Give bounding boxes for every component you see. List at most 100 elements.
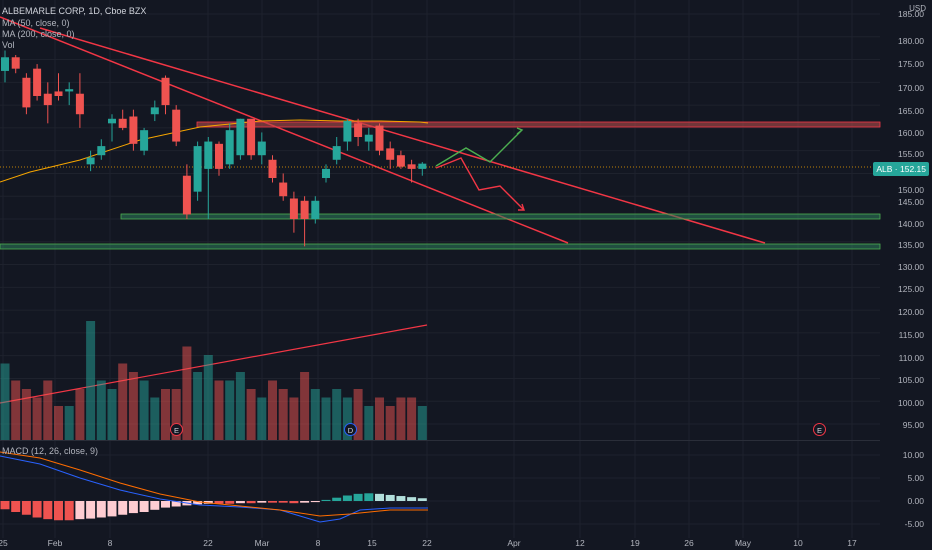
price-axis-label: 95.00 (902, 420, 924, 430)
volume-bar (0, 363, 10, 440)
volume-bar (75, 389, 85, 440)
macd-histogram-bar (310, 501, 320, 503)
price-axis-label: 160.00 (898, 128, 924, 138)
volume-bar (289, 397, 299, 440)
volume-bar (128, 372, 138, 440)
candle-body (108, 118, 116, 124)
macd-histogram-bar (300, 501, 310, 503)
candle-body (33, 68, 42, 96)
macd-histogram-bar (54, 501, 63, 521)
macd-histogram-bar (375, 493, 384, 501)
lower-wedge-trendline (0, 16, 569, 244)
chart-grid (0, 0, 880, 538)
price-axis-label: 170.00 (898, 83, 924, 93)
macd-legend[interactable]: MACD (12, 26, close, 9) (2, 446, 99, 456)
candle-body (354, 123, 363, 137)
macd-histogram-bar (64, 501, 74, 521)
volume-bar (407, 397, 417, 440)
macd-histogram-bar (86, 501, 96, 519)
macd-histogram-bar (171, 501, 181, 507)
macd-histogram-bar (385, 494, 395, 501)
support-zone-lower (0, 243, 881, 250)
volume-legend[interactable]: Vol (2, 40, 15, 50)
candle-body (247, 118, 256, 156)
time-axis-label: 26 (684, 538, 694, 548)
earnings-event-icon[interactable]: E (170, 423, 183, 436)
candle-body (225, 130, 234, 165)
macd-histogram-bar (417, 498, 427, 501)
currency-label[interactable]: USD (909, 4, 926, 13)
macd-axis-label: 0.00 (907, 496, 924, 506)
candle-body (129, 116, 138, 144)
horizontal-zones (0, 121, 881, 250)
macd-histogram-bar (257, 501, 267, 503)
candle-body (257, 141, 266, 156)
volume-bar (385, 406, 395, 440)
time-axis-label: Feb (47, 538, 63, 548)
time-axis-label: 25 (0, 538, 8, 548)
candle-body (300, 200, 309, 219)
volume-bar (32, 397, 42, 440)
macd-histogram-bar (353, 493, 363, 501)
price-axis-label: 180.00 (898, 36, 924, 46)
candle-body (236, 118, 245, 156)
time-axis-label: 19 (630, 538, 640, 548)
time-axis-label: 10 (793, 538, 803, 548)
macd-histogram-bar (321, 499, 331, 501)
macd-histogram-bar (225, 501, 235, 504)
time-axis-label: 15 (367, 538, 377, 548)
volume-bar (225, 380, 235, 440)
pane-separator (0, 440, 880, 441)
candle-body (54, 91, 63, 96)
time-axis-label: 17 (847, 538, 857, 548)
volume-bar (268, 380, 277, 440)
price-axis-label: 155.00 (898, 149, 924, 159)
price-axis-label: 135.00 (898, 240, 924, 250)
volume-bar (64, 406, 74, 440)
price-axis-label: 140.00 (898, 219, 924, 229)
macd-histogram-bar (268, 501, 277, 503)
projection-bearish-path (435, 157, 525, 211)
volume-bars (0, 321, 427, 440)
volume-bar (107, 389, 117, 440)
dividend-event-icon[interactable]: D (344, 423, 357, 436)
candle-body (215, 143, 223, 169)
trendlines (0, 16, 766, 404)
earnings-event-icon[interactable]: E (813, 423, 826, 436)
price-axis-label: 165.00 (898, 106, 924, 116)
macd-histogram-bar (139, 501, 149, 512)
macd-histogram-bar (246, 501, 256, 504)
ma200-legend[interactable]: MA (200, close, 0) (2, 29, 75, 39)
price-axis-label: 120.00 (898, 307, 924, 317)
macd-histogram-bar (43, 501, 53, 520)
candle-body (22, 77, 31, 108)
time-axis-label: Mar (254, 538, 270, 548)
time-axis-label: 22 (203, 538, 213, 548)
macd-histogram-bar (278, 501, 288, 503)
macd-histogram-bar (118, 501, 128, 515)
volume-bar (171, 389, 181, 440)
signal-line (0, 451, 428, 517)
macd-histogram-bar (214, 501, 224, 504)
candle-body (364, 134, 373, 142)
price-axis-label: 150.00 (898, 185, 924, 195)
candle-body (418, 163, 427, 169)
candle-body (43, 93, 52, 106)
volume-bar (150, 397, 160, 440)
macd-histogram-bar (289, 501, 299, 504)
macd-pane (0, 451, 428, 523)
candle-body (343, 121, 352, 142)
price-axis-label: 100.00 (898, 398, 924, 408)
time-axis-label: 22 (422, 538, 432, 548)
projection-paths (435, 127, 525, 211)
candle-body (279, 182, 288, 197)
macd-histogram-bar (193, 501, 203, 505)
volume-bar (278, 389, 288, 440)
support-zone-upper (120, 213, 881, 220)
macd-histogram-bar (235, 501, 245, 504)
candle-body (75, 93, 84, 115)
volume-bar (214, 380, 224, 440)
ma50-legend[interactable]: MA (50, close, 0) (2, 18, 70, 28)
volume-bar (353, 389, 363, 440)
